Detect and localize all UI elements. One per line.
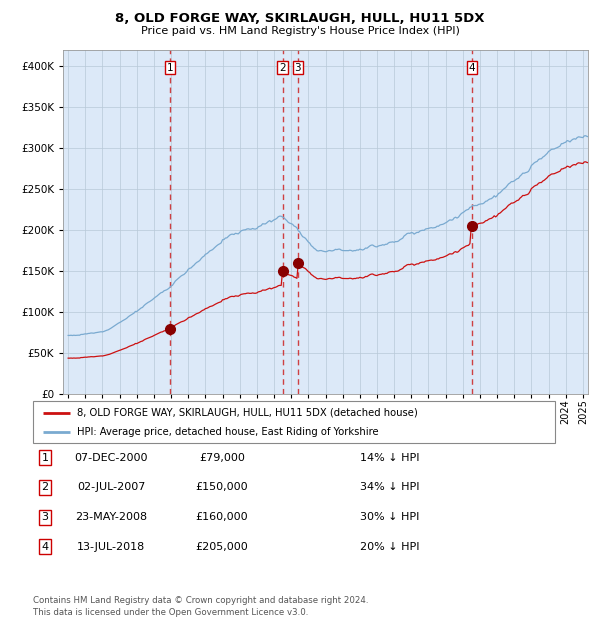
Text: Price paid vs. HM Land Registry's House Price Index (HPI): Price paid vs. HM Land Registry's House …	[140, 26, 460, 36]
Text: HPI: Average price, detached house, East Riding of Yorkshire: HPI: Average price, detached house, East…	[77, 427, 379, 437]
Text: 4: 4	[469, 63, 475, 73]
Text: 02-JUL-2007: 02-JUL-2007	[77, 482, 145, 492]
Text: 13-JUL-2018: 13-JUL-2018	[77, 542, 145, 552]
Text: 8, OLD FORGE WAY, SKIRLAUGH, HULL, HU11 5DX: 8, OLD FORGE WAY, SKIRLAUGH, HULL, HU11 …	[115, 12, 485, 25]
Text: £79,000: £79,000	[199, 453, 245, 463]
Text: 23-MAY-2008: 23-MAY-2008	[75, 512, 147, 522]
Text: 14% ↓ HPI: 14% ↓ HPI	[360, 453, 419, 463]
Text: £205,000: £205,000	[196, 542, 248, 552]
Text: 4: 4	[41, 542, 49, 552]
Text: 20% ↓ HPI: 20% ↓ HPI	[360, 542, 419, 552]
FancyBboxPatch shape	[33, 401, 555, 443]
Text: 30% ↓ HPI: 30% ↓ HPI	[360, 512, 419, 522]
Text: 3: 3	[41, 512, 49, 522]
Text: 8, OLD FORGE WAY, SKIRLAUGH, HULL, HU11 5DX (detached house): 8, OLD FORGE WAY, SKIRLAUGH, HULL, HU11 …	[77, 407, 418, 417]
Text: 1: 1	[41, 453, 49, 463]
Text: £160,000: £160,000	[196, 512, 248, 522]
Text: 07-DEC-2000: 07-DEC-2000	[74, 453, 148, 463]
Text: 34% ↓ HPI: 34% ↓ HPI	[360, 482, 419, 492]
Text: 3: 3	[295, 63, 301, 73]
Text: 2: 2	[279, 63, 286, 73]
Text: 2: 2	[41, 482, 49, 492]
Text: 1: 1	[166, 63, 173, 73]
Text: £150,000: £150,000	[196, 482, 248, 492]
Text: Contains HM Land Registry data © Crown copyright and database right 2024.
This d: Contains HM Land Registry data © Crown c…	[33, 596, 368, 617]
